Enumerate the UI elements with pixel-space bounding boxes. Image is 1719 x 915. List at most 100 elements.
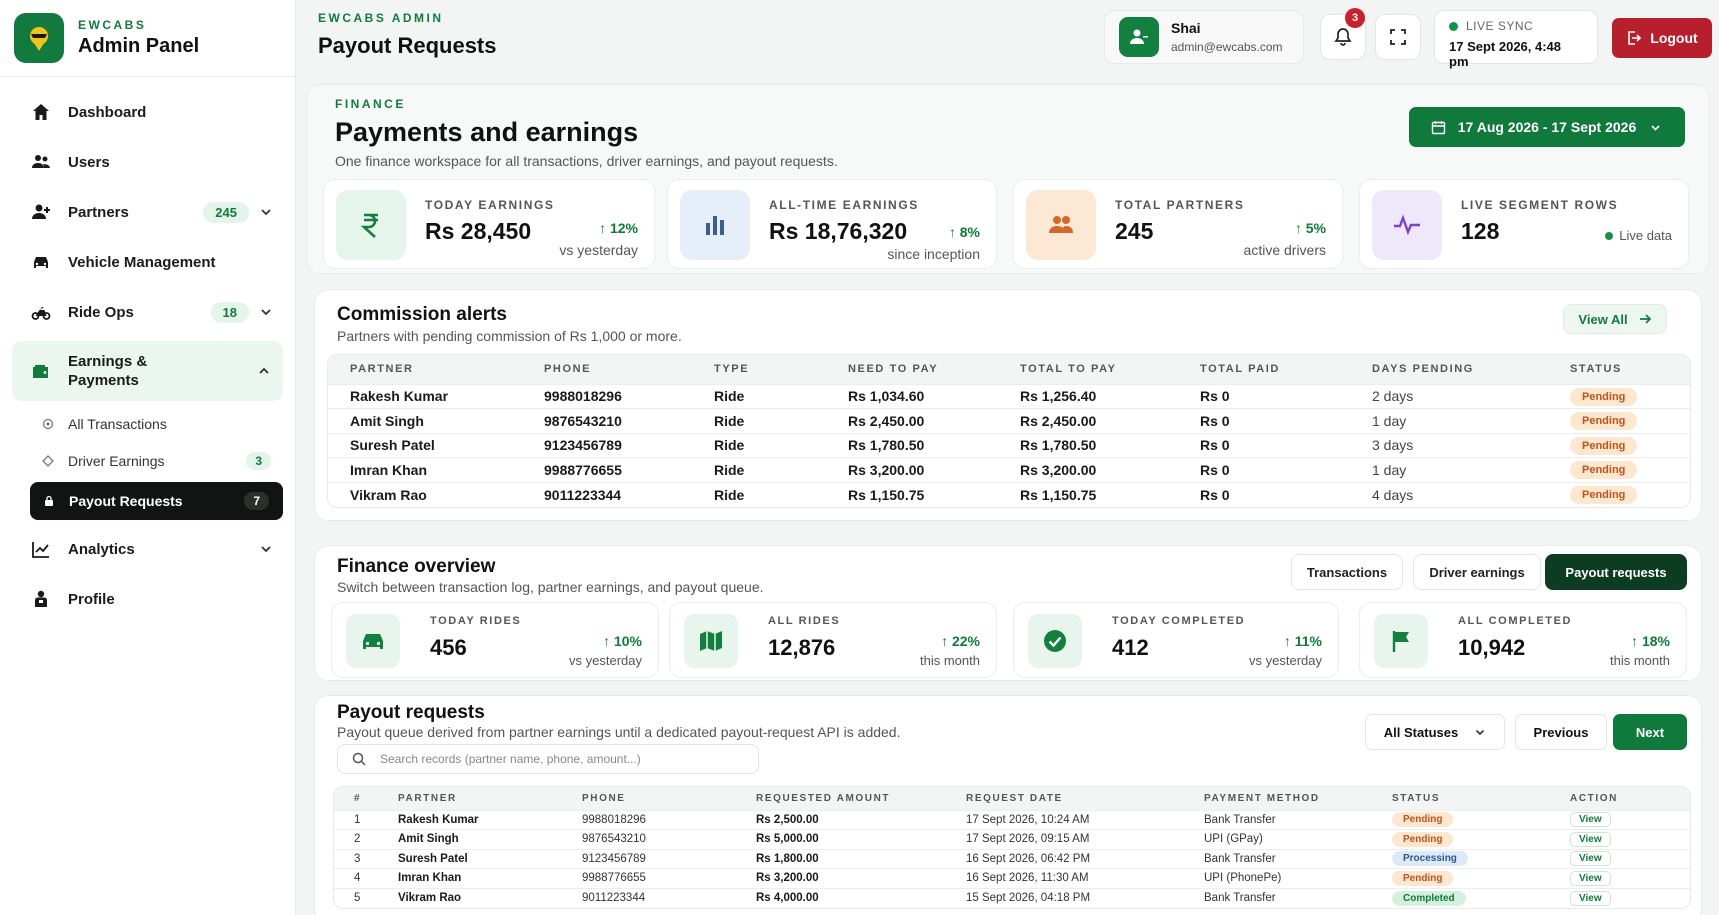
payment-method: Bank Transfer [1184,809,1372,830]
chevron-down-icon[interactable] [259,542,273,556]
date-range-picker[interactable]: 17 Aug 2026 - 17 Sept 2026 [1409,107,1685,147]
wallet-icon [30,360,52,382]
partner-name: Imran Khan [378,868,562,888]
status-filter-select[interactable]: All Statuses [1365,714,1505,750]
tab-driver-earnings[interactable]: Driver earnings [1413,554,1541,590]
sidebar-item-earnings-payments[interactable]: Earnings & Payments [12,341,283,401]
chevron-down-icon[interactable] [259,205,273,219]
sidebar-item-vehicle-management[interactable]: Vehicle Management [0,237,295,287]
search-box[interactable] [337,744,759,774]
stat-sub: vs yesterday [559,242,638,258]
previous-page-button[interactable]: Previous [1515,714,1607,750]
sidebar-item-dashboard[interactable]: Dashboard [0,87,295,137]
lock-icon [45,495,53,506]
view-button[interactable]: View [1570,812,1611,828]
stat-trend: ↑ 18% [1631,633,1670,649]
sidebar-item-ride-ops[interactable]: Ride Ops 18 [0,287,295,337]
sidebar-item-profile[interactable]: Profile [0,574,295,624]
chevron-up-icon[interactable] [257,364,271,378]
request-date: 16 Sept 2026, 06:42 PM [946,848,1184,869]
stat-label: TODAY EARNINGS [425,198,555,212]
sidebar-item-users[interactable]: Users [0,137,295,187]
top-header: EWCABS ADMIN Payout Requests Shai admin@… [296,0,1719,72]
commission-description: Partners with pending commission of Rs 1… [337,328,682,344]
sidebar-item-analytics[interactable]: Analytics [0,524,295,574]
view-button[interactable]: View [1570,870,1611,886]
stat-trend: ↑ 5% [1294,220,1326,236]
line-chart-icon [30,538,52,560]
col-phone: PHONE [562,787,736,810]
requested-amount: Rs 2,500.00 [736,809,946,830]
commission-alerts-panel: Commission alerts Partners with pending … [314,289,1702,521]
sidebar-item-label: Partners [68,203,129,221]
stat-all-completed: ALL COMPLETED 10,942 ↑ 18% this month [1359,602,1687,678]
stat-today-earnings: TODAY EARNINGS Rs 28,450 ↑ 12% vs yester… [323,179,655,269]
logout-label: Logout [1650,30,1698,46]
tab-transactions[interactable]: Transactions [1291,554,1403,590]
user-name: Shai [1171,20,1201,36]
table-row[interactable]: Amit Singh 9876543210 Ride Rs 2,450.00 Rs 2,… [328,408,1690,433]
table-row[interactable]: 2 Amit Singh 9876543210 Rs 5,000.00 17 Sept … [334,829,1690,849]
view-button[interactable]: View [1570,831,1611,847]
col-partner: PARTNER [378,787,562,810]
need-to-pay: Rs 1,780.50 [826,432,998,458]
sidebar-subitem-label: All Transactions [68,415,167,432]
search-input[interactable] [380,752,740,766]
table-row[interactable]: 3 Suresh Patel 9123456789 Rs 1,800.00 16 Sep… [334,848,1690,869]
table-row[interactable]: Rakesh Kumar 9988018296 Ride Rs 1,034.60 Rs … [328,383,1690,409]
stat-value: 128 [1461,218,1500,244]
table-row[interactable]: 4 Imran Khan 9988776655 Rs 3,200.00 16 Sept … [334,868,1690,888]
view-button[interactable]: View [1570,851,1611,867]
status-badge: Pending [1392,870,1454,886]
sidebar-subitem-driver-earnings[interactable]: Driver Earnings 3 [0,442,295,479]
view-button[interactable]: View [1570,890,1611,906]
logout-button[interactable]: Logout [1612,18,1712,58]
status-badge: Processing [1392,851,1468,867]
sidebar-item-label: Users [68,153,110,171]
notifications-button[interactable]: 3 [1320,8,1366,60]
sidebar-item-label: Earnings & Payments [68,353,148,389]
sidebar-item-label: Profile [68,590,115,608]
chevron-down-icon[interactable] [259,305,273,319]
view-all-button[interactable]: View All [1563,304,1667,334]
live-data-indicator: Live data [1605,228,1672,243]
fullscreen-button[interactable] [1375,14,1421,60]
requested-amount: Rs 1,800.00 [736,848,946,869]
table-row[interactable]: Vikram Rao 9011223344 Ride Rs 1,150.75 Rs 1,… [328,481,1690,507]
sidebar-item-partners[interactable]: Partners 245 [0,187,295,237]
chevron-down-icon [1651,124,1660,131]
request-date: 16 Sept 2026, 11:30 AM [946,868,1184,888]
status-badge: Pending [1570,387,1638,406]
sidebar-subitem-payout-requests[interactable]: Payout Requests 7 [30,482,283,520]
requested-amount: Rs 3,200.00 [736,868,946,888]
sidebar-item-label: Dashboard [68,103,147,121]
stat-value: 412 [1112,635,1149,660]
user-plus-icon [30,201,52,223]
next-page-button[interactable]: Next [1613,714,1687,750]
row-number: 4 [334,868,378,888]
table-row[interactable]: Imran Khan 9988776655 Ride Rs 3,200.00 Rs 3,… [328,457,1690,482]
col-number: # [334,787,378,810]
total-paid: Rs 0 [1178,383,1350,409]
payouts-description: Payout queue derived from partner earnin… [337,724,901,740]
bar-chart-icon [680,190,750,260]
total-paid: Rs 0 [1178,408,1350,433]
finance-description: One finance workspace for all transactio… [335,153,838,169]
calendar-icon [1431,120,1445,134]
phone: 9123456789 [562,848,736,869]
total-to-pay: Rs 2,450.00 [998,408,1178,433]
table-row[interactable]: 1 Rakesh Kumar 9988018296 Rs 2,500.00 17 Sep… [334,809,1690,830]
stat-value: 12,876 [768,635,836,660]
user-card[interactable]: Shai admin@ewcabs.com [1104,10,1304,64]
tab-payout-requests[interactable]: Payout requests [1545,554,1687,590]
table-row[interactable]: 5 Vikram Rao 9011223344 Rs 4,000.00 15 Sept … [334,887,1690,908]
table-row[interactable]: Suresh Patel 9123456789 Ride Rs 1,780.50 Rs … [328,432,1690,458]
sidebar-subitem-label: Payout Requests [69,493,183,509]
sidebar-subitem-all-transactions[interactable]: All Transactions [0,405,295,442]
partner-name: Rakesh Kumar [378,809,562,830]
type: Ride [692,481,826,507]
diamond-icon [42,454,54,467]
partner-name: Amit Singh [378,829,562,849]
bell-icon [1334,28,1352,46]
status-filter-value: All Statuses [1383,724,1459,740]
